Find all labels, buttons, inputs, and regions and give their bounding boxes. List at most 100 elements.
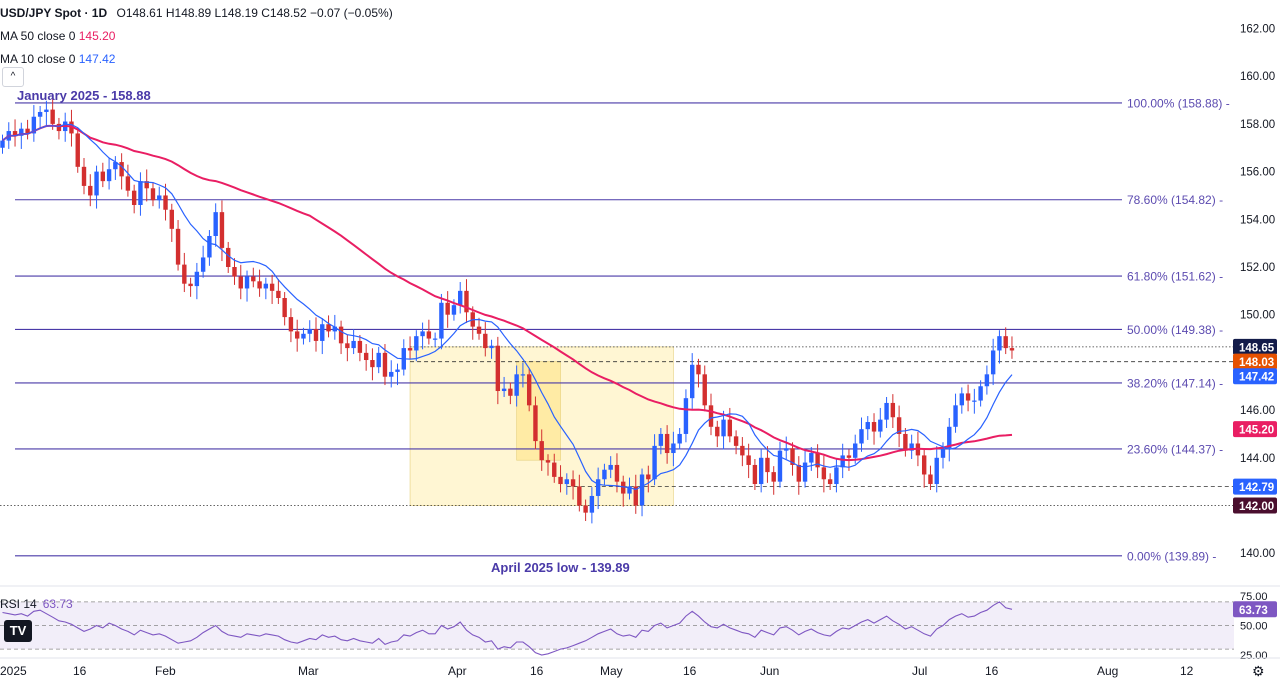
candle[interactable] <box>501 376 507 397</box>
candle[interactable] <box>138 172 143 216</box>
candle[interactable] <box>106 157 112 190</box>
candle[interactable] <box>445 291 450 328</box>
candle[interactable] <box>401 339 406 376</box>
price-tag[interactable]: 142.79 <box>1233 478 1277 495</box>
candle[interactable] <box>639 468 645 517</box>
candle[interactable] <box>113 156 118 180</box>
candle[interactable] <box>94 165 99 209</box>
candle[interactable] <box>226 241 231 273</box>
candle[interactable] <box>790 442 795 476</box>
candle[interactable] <box>288 308 294 343</box>
price-tag[interactable]: 145.20 <box>1233 421 1277 438</box>
candle[interactable] <box>207 230 212 266</box>
price-tag[interactable]: 148.03 <box>1233 353 1277 370</box>
candle[interactable] <box>564 473 569 495</box>
candle[interactable] <box>583 499 588 522</box>
candle[interactable] <box>652 434 657 486</box>
legend-ma50-row[interactable]: MA 50 close 0 145.20 <box>0 25 393 48</box>
candle[interactable] <box>169 203 174 242</box>
candle[interactable] <box>188 277 193 297</box>
price-tag[interactable]: 142.00 <box>1233 497 1277 514</box>
collapse-legend-button[interactable]: ^ <box>2 67 24 87</box>
price-tag[interactable]: 148.65 <box>1233 338 1277 355</box>
candle[interactable] <box>545 454 551 476</box>
candle[interactable] <box>984 365 990 395</box>
candle[interactable] <box>827 473 833 490</box>
candle[interactable] <box>163 183 168 221</box>
candle[interactable] <box>213 203 218 247</box>
candle[interactable] <box>63 112 68 142</box>
candle[interactable] <box>658 427 664 455</box>
candle[interactable] <box>577 474 582 512</box>
candle[interactable] <box>752 458 758 490</box>
candle[interactable] <box>25 119 30 140</box>
legend-ma10-row[interactable]: MA 10 close 0 147.42 <box>0 48 393 71</box>
candle[interactable] <box>633 474 638 514</box>
candle[interactable] <box>990 338 996 386</box>
candle[interactable] <box>677 427 682 450</box>
candle[interactable] <box>313 317 319 352</box>
candle[interactable] <box>376 346 381 374</box>
candle[interactable] <box>0 134 5 154</box>
candle[interactable] <box>834 458 839 493</box>
candle[interactable] <box>489 339 494 359</box>
candle[interactable] <box>363 344 369 371</box>
candle[interactable] <box>100 162 106 188</box>
candle[interactable] <box>182 252 187 293</box>
candle[interactable] <box>200 245 206 278</box>
candle[interactable] <box>896 405 902 448</box>
candle[interactable] <box>871 413 877 445</box>
candle[interactable] <box>878 407 883 438</box>
candle[interactable] <box>56 117 62 140</box>
candle[interactable] <box>520 362 526 388</box>
candle[interactable] <box>740 437 745 467</box>
candle[interactable] <box>326 315 331 338</box>
candle[interactable] <box>144 169 149 202</box>
candle[interactable] <box>934 446 939 493</box>
candle[interactable] <box>859 417 864 452</box>
candle[interactable] <box>370 348 375 381</box>
candle[interactable] <box>426 319 432 345</box>
candle[interactable] <box>884 396 889 428</box>
candle[interactable] <box>75 127 80 173</box>
candle[interactable] <box>432 332 438 347</box>
gear-icon[interactable]: ⚙ <box>1252 663 1265 679</box>
candle[interactable] <box>351 329 356 355</box>
candle[interactable] <box>539 429 544 471</box>
candle[interactable] <box>589 487 595 524</box>
candle[interactable] <box>815 444 820 479</box>
candle[interactable] <box>458 282 463 314</box>
candle[interactable] <box>476 317 482 340</box>
candle[interactable] <box>708 393 714 436</box>
candle[interactable] <box>382 344 388 386</box>
candle[interactable] <box>131 184 137 214</box>
candle[interactable] <box>12 119 18 147</box>
candle[interactable] <box>508 382 513 405</box>
candle[interactable] <box>777 441 783 488</box>
candle[interactable] <box>721 410 726 450</box>
candle[interactable] <box>338 320 344 355</box>
candle[interactable] <box>439 293 444 350</box>
rsi-value-tag[interactable]: 63.73 <box>1233 601 1277 618</box>
candle[interactable] <box>294 319 300 352</box>
candle[interactable] <box>865 416 870 440</box>
candle[interactable] <box>81 158 87 195</box>
candle[interactable] <box>157 186 162 209</box>
candle[interactable] <box>671 431 676 467</box>
candle[interactable] <box>796 456 801 495</box>
candle[interactable] <box>414 330 419 362</box>
candle[interactable] <box>715 420 720 448</box>
candle[interactable] <box>1003 327 1008 355</box>
candle[interactable] <box>88 174 93 207</box>
candle[interactable] <box>301 327 306 345</box>
inner-range-box[interactable] <box>516 361 561 461</box>
candle[interactable] <box>921 449 927 488</box>
symbol-title[interactable]: USD/JPY Spot · 1D <box>0 6 108 20</box>
candle[interactable] <box>533 396 538 450</box>
candle[interactable] <box>50 97 55 130</box>
candle[interactable] <box>771 466 776 495</box>
candle[interactable] <box>696 358 701 388</box>
candle[interactable] <box>526 368 532 412</box>
candle[interactable] <box>972 388 977 414</box>
